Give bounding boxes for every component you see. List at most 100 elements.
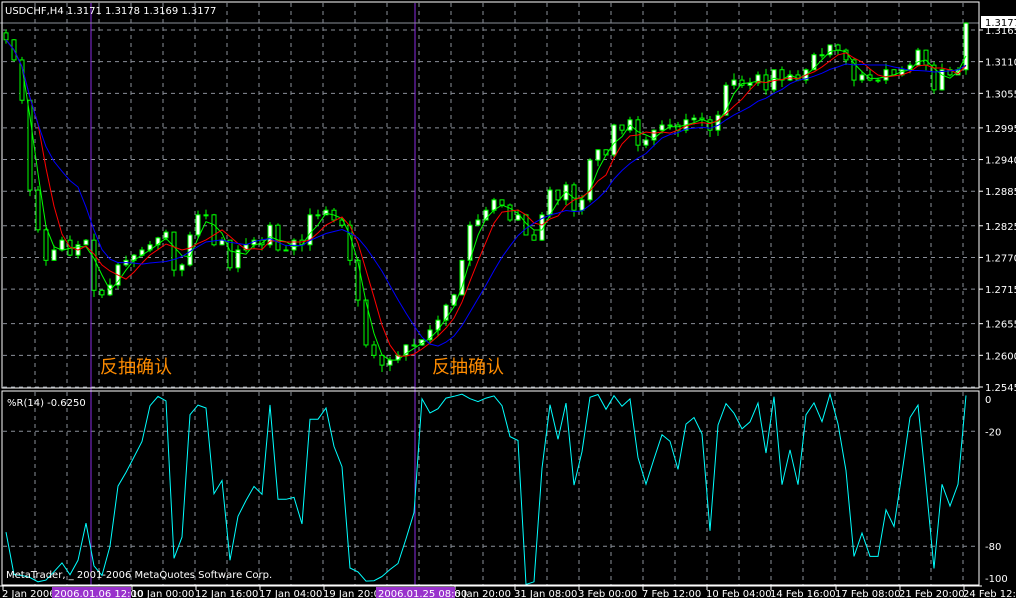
candle [435,315,441,337]
candle [275,223,281,252]
time-tick-label: 24 Feb 12:00 [963,589,1016,598]
indicator-tick-label: -100 [985,574,1008,585]
indicator-axis: 0 -20 -80 -100 [985,395,1008,585]
annotation-label: 反抽确认 [100,357,172,378]
candle-body [315,214,321,217]
candle-body [715,114,721,131]
grid [3,3,979,585]
copyright-text: MetaTrader, _ 2001-2006 MetaQuotes Softw… [6,570,272,581]
candle [371,340,377,359]
candle-body [235,249,241,269]
candle [91,233,97,297]
candle-body [819,54,825,57]
candle-body [667,124,673,127]
candle [611,123,617,158]
candle-body [587,159,593,201]
candle [779,66,785,87]
candle-body [931,64,937,91]
candle [835,43,841,55]
candle-body [963,22,969,71]
price-tick-label: 1.2770 [985,253,1016,264]
candle-body [867,74,873,81]
candle [403,344,409,361]
symbol-header: USDCHF,H4 1.3171 1.3178 1.3169 1.3177 [5,6,216,17]
candle-body [579,199,585,211]
candle-body [851,59,857,81]
candle [379,354,385,372]
candle [51,245,57,261]
time-tick-label: 21 Feb 20:00 [899,589,965,598]
candle [531,230,537,241]
candle-body [539,214,545,241]
candle-body [739,79,745,86]
price-tick-label: 1.3165 [985,26,1016,37]
time-axis: 2 Jan 2006 10 Jan 00:00 12 Jan 16:00 17 Jan… [2,586,1016,598]
candle [555,189,561,206]
candle-body [427,329,433,341]
candle-body [187,234,193,266]
candle-body [163,231,169,239]
ma-fast-line [5,39,967,361]
candle-body [355,259,361,301]
candle-body [595,149,601,161]
candle [515,209,521,221]
candle [539,212,545,241]
williams-r-line [5,392,967,586]
candle-body [771,69,777,91]
time-tick-label: 17 Jan 04:00 [259,589,322,598]
candle-body [451,294,457,306]
candle [859,70,865,83]
candle [203,209,209,220]
candle [67,235,73,257]
candle-body [643,139,649,146]
candle [643,136,649,149]
candle-body [483,209,489,221]
candle [739,75,745,88]
candle [195,210,201,238]
candle-body [43,229,49,261]
candle-body [347,224,353,261]
candle-body [219,239,225,246]
candle [883,63,889,85]
candle-body [755,74,761,84]
candle [427,325,433,345]
candle [931,61,937,94]
candle-body [827,44,833,56]
candle-body [507,204,513,221]
wpr-line [5,392,967,586]
candle-body [411,344,417,347]
candle-body [387,359,393,366]
candle-body [379,354,385,366]
time-marker-label: 2006.01.06 12:00 [54,589,143,598]
candle [179,263,185,277]
candle-body [883,69,889,81]
candle [411,338,417,347]
candle-body [923,49,929,66]
candle [35,186,41,233]
candle [595,149,601,167]
candle-body [571,184,577,211]
candle-body [99,289,105,296]
candle-body [267,224,273,246]
time-tick-label: 6 Jan 20:00 [454,589,511,598]
candle-body [227,239,233,269]
time-tick-label: 17 Feb 08:00 [835,589,901,598]
candle [219,237,225,246]
time-tick-label: 14 Feb 16:00 [770,589,836,598]
price-tick-label: 1.3055 [985,89,1016,100]
candle-body [731,79,737,86]
candle [227,239,233,271]
ma-slow-line [5,39,967,347]
time-marker-box [376,587,455,598]
candle [635,116,641,152]
candle-body [307,214,313,246]
price-axis: 1.3165 1.3110 1.3055 1.2995 1.2940 1.2885 1.28… [979,26,1016,394]
candle-body [835,44,841,51]
candle-body [51,249,57,261]
candle-body [27,99,33,191]
candle-body [555,189,561,201]
candle [171,231,177,277]
candle-body [195,214,201,236]
candle [99,289,105,298]
